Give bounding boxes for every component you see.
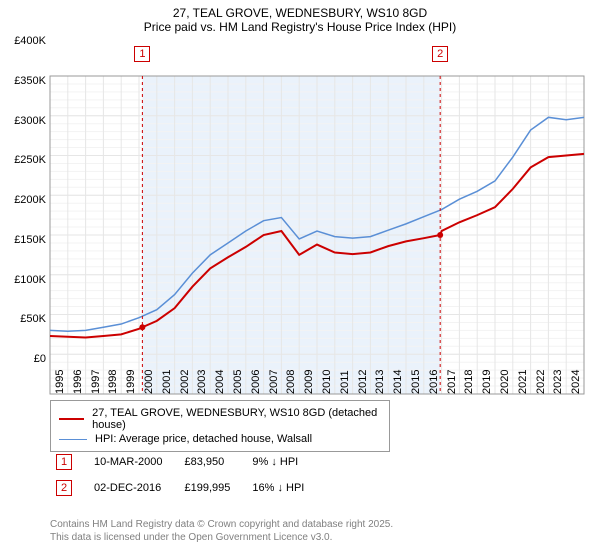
- transaction-delta: 16% ↓ HPI: [242, 476, 314, 500]
- chart-marker-1: 1: [134, 46, 150, 62]
- chart-marker-2: 2: [432, 46, 448, 62]
- transaction-marker: 2: [56, 480, 72, 496]
- table-row: 2 02-DEC-2016£199,99516% ↓ HPI: [46, 476, 314, 500]
- x-tick-label: 2016: [428, 370, 440, 394]
- legend-swatch: [59, 418, 84, 420]
- y-tick-label: £350K: [0, 75, 46, 87]
- legend-swatch: [59, 439, 87, 440]
- x-tick-label: 2014: [392, 370, 404, 394]
- x-tick-label: 2000: [143, 370, 155, 394]
- legend-item: 27, TEAL GROVE, WEDNESBURY, WS10 8GD (de…: [59, 407, 381, 431]
- x-tick-label: 2022: [535, 370, 547, 394]
- x-tick-label: 2018: [463, 370, 475, 394]
- footer-attribution: Contains HM Land Registry data © Crown c…: [50, 518, 393, 544]
- x-tick-label: 2003: [196, 370, 208, 394]
- x-tick-label: 2021: [517, 370, 529, 394]
- x-tick-label: 1996: [72, 370, 84, 394]
- x-tick-label: 2010: [321, 370, 333, 394]
- x-tick-label: 2002: [179, 370, 191, 394]
- x-tick-label: 2015: [410, 370, 422, 394]
- x-tick-label: 1998: [107, 370, 119, 394]
- table-row: 1 10-MAR-2000£83,9509% ↓ HPI: [46, 450, 314, 474]
- x-tick-label: 2024: [570, 370, 582, 394]
- legend: 27, TEAL GROVE, WEDNESBURY, WS10 8GD (de…: [50, 400, 390, 452]
- x-tick-label: 2004: [214, 370, 226, 394]
- y-tick-label: £150K: [0, 234, 46, 246]
- transaction-marker: 1: [56, 454, 72, 470]
- x-tick-label: 1995: [54, 370, 66, 394]
- transaction-price: £83,950: [174, 450, 240, 474]
- transaction-date: 10-MAR-2000: [84, 450, 172, 474]
- legend-label: 27, TEAL GROVE, WEDNESBURY, WS10 8GD (de…: [92, 407, 381, 431]
- x-tick-label: 2011: [339, 370, 351, 394]
- x-tick-label: 2007: [268, 370, 280, 394]
- x-tick-label: 2009: [303, 370, 315, 394]
- x-tick-label: 1999: [125, 370, 137, 394]
- x-tick-label: 2013: [374, 370, 386, 394]
- y-tick-label: £300K: [0, 115, 46, 127]
- y-tick-label: £250K: [0, 154, 46, 166]
- y-tick-label: £200K: [0, 194, 46, 206]
- transaction-date: 02-DEC-2016: [84, 476, 172, 500]
- legend-label: HPI: Average price, detached house, Wals…: [95, 433, 312, 445]
- x-tick-label: 2005: [232, 370, 244, 394]
- y-tick-label: £0: [0, 353, 46, 365]
- chart-title-line1: 27, TEAL GROVE, WEDNESBURY, WS10 8GD: [0, 0, 600, 20]
- y-tick-label: £400K: [0, 35, 46, 47]
- transaction-price: £199,995: [174, 476, 240, 500]
- transaction-delta: 9% ↓ HPI: [242, 450, 314, 474]
- y-tick-label: £50K: [0, 313, 46, 325]
- x-tick-label: 2023: [552, 370, 564, 394]
- x-tick-label: 2001: [161, 370, 173, 394]
- x-tick-label: 2017: [446, 370, 458, 394]
- x-tick-label: 2006: [250, 370, 262, 394]
- x-tick-label: 1997: [90, 370, 102, 394]
- x-tick-label: 2008: [285, 370, 297, 394]
- legend-item: HPI: Average price, detached house, Wals…: [59, 433, 381, 445]
- y-tick-label: £100K: [0, 274, 46, 286]
- x-tick-label: 2020: [499, 370, 511, 394]
- x-tick-label: 2012: [357, 370, 369, 394]
- footer-line1: Contains HM Land Registry data © Crown c…: [50, 518, 393, 531]
- chart-svg: [0, 34, 600, 396]
- footer-line2: This data is licensed under the Open Gov…: [50, 531, 393, 544]
- chart-title-line2: Price paid vs. HM Land Registry's House …: [0, 20, 600, 34]
- transactions-table: 1 10-MAR-2000£83,9509% ↓ HPI 2 02-DEC-2016£…: [44, 448, 316, 502]
- x-tick-label: 2019: [481, 370, 493, 394]
